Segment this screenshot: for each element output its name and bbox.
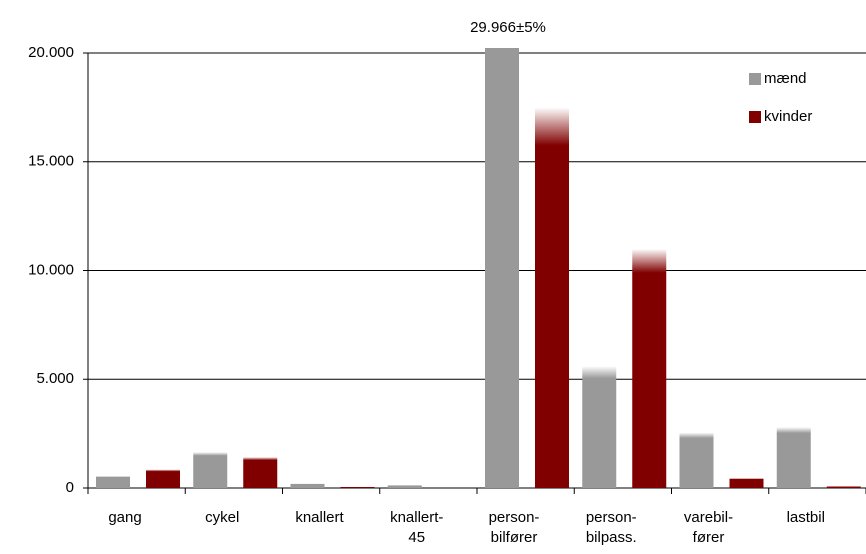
x-tick-label: person- bilpass. (585, 509, 637, 546)
bar (485, 48, 519, 488)
annotation: 29.966±5% (470, 19, 546, 36)
y-tick-label: 10.000 (28, 261, 74, 278)
x-tick-label: knallert (295, 509, 344, 526)
bar (387, 485, 422, 488)
bar (582, 366, 617, 488)
legend-swatch (749, 111, 761, 123)
bar (146, 469, 180, 488)
plot-area (96, 48, 861, 488)
bar (96, 476, 130, 488)
bar (632, 248, 667, 488)
bar (340, 486, 375, 488)
bar (776, 427, 811, 488)
y-tick-label: 20.000 (28, 44, 74, 61)
x-tick-label: person- bilfører (488, 509, 540, 546)
bar (535, 107, 569, 488)
x-tick-label: knallert- 45 (390, 509, 444, 546)
bar (243, 457, 278, 488)
x-tick-label: cykel (205, 509, 240, 526)
y-tick-label: 15.000 (28, 153, 74, 170)
x-tick-label: varebil- fører (683, 509, 734, 546)
legend-swatch (749, 73, 761, 85)
bar (679, 432, 714, 488)
bar (826, 486, 861, 488)
y-tick-label: 5.000 (36, 370, 74, 387)
legend-label: mænd (764, 70, 807, 87)
bar (290, 483, 325, 488)
x-tick-label: gang (108, 509, 142, 526)
legend-label: kvinder (764, 108, 812, 125)
x-tick-label: lastbil (786, 509, 825, 526)
bar (729, 478, 764, 488)
bar (193, 452, 228, 488)
y-tick-label: 0 (66, 479, 74, 496)
